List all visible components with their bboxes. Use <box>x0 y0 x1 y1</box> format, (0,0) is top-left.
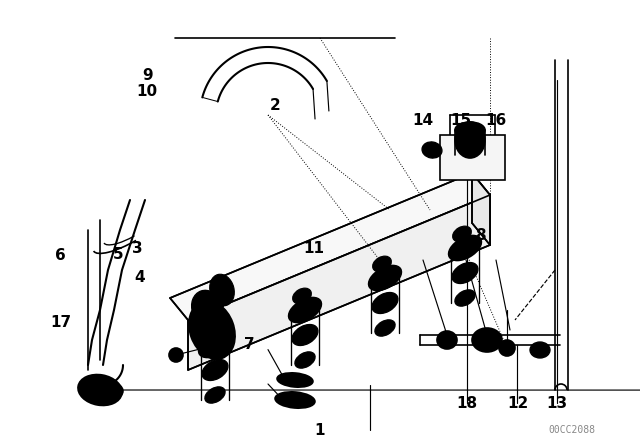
Polygon shape <box>440 135 505 180</box>
Text: 5: 5 <box>113 247 124 262</box>
Text: 10: 10 <box>136 84 158 99</box>
Ellipse shape <box>198 332 232 358</box>
Text: 16: 16 <box>485 112 507 128</box>
Ellipse shape <box>87 380 123 400</box>
Ellipse shape <box>372 293 398 314</box>
Ellipse shape <box>295 352 315 368</box>
Ellipse shape <box>372 256 391 272</box>
Text: 13: 13 <box>546 396 568 411</box>
Ellipse shape <box>277 373 313 387</box>
Ellipse shape <box>422 142 442 158</box>
Ellipse shape <box>369 266 401 290</box>
Polygon shape <box>170 173 490 320</box>
Text: 4: 4 <box>134 270 145 285</box>
Ellipse shape <box>375 320 395 336</box>
Ellipse shape <box>203 323 221 339</box>
Ellipse shape <box>289 297 321 323</box>
Text: 11: 11 <box>303 241 324 256</box>
Ellipse shape <box>455 122 485 158</box>
Ellipse shape <box>78 375 122 405</box>
Text: 6: 6 <box>56 248 66 263</box>
Ellipse shape <box>205 387 225 403</box>
Ellipse shape <box>210 274 234 306</box>
Ellipse shape <box>275 392 315 408</box>
Polygon shape <box>472 173 490 245</box>
Ellipse shape <box>292 324 318 345</box>
Ellipse shape <box>449 236 481 260</box>
Circle shape <box>499 340 515 356</box>
Circle shape <box>169 348 183 362</box>
Text: 8: 8 <box>475 228 485 243</box>
Text: 3: 3 <box>132 241 143 256</box>
Ellipse shape <box>437 331 457 349</box>
Text: 12: 12 <box>508 396 529 411</box>
Text: 18: 18 <box>456 396 478 411</box>
Text: 17: 17 <box>50 315 72 330</box>
Text: 9: 9 <box>142 68 152 83</box>
Ellipse shape <box>530 342 550 358</box>
Ellipse shape <box>452 263 478 284</box>
Text: 7: 7 <box>244 337 255 353</box>
Text: 15: 15 <box>450 112 472 128</box>
Text: 1: 1 <box>315 422 325 438</box>
Ellipse shape <box>455 290 475 306</box>
Polygon shape <box>188 195 490 370</box>
Text: 2: 2 <box>270 98 280 113</box>
Text: 14: 14 <box>412 112 433 128</box>
Ellipse shape <box>452 226 471 242</box>
Text: 00CC2088: 00CC2088 <box>548 425 595 435</box>
Ellipse shape <box>202 360 228 380</box>
Ellipse shape <box>455 122 485 138</box>
Ellipse shape <box>191 290 222 326</box>
Ellipse shape <box>292 288 311 304</box>
Ellipse shape <box>189 301 235 359</box>
Ellipse shape <box>472 328 502 352</box>
